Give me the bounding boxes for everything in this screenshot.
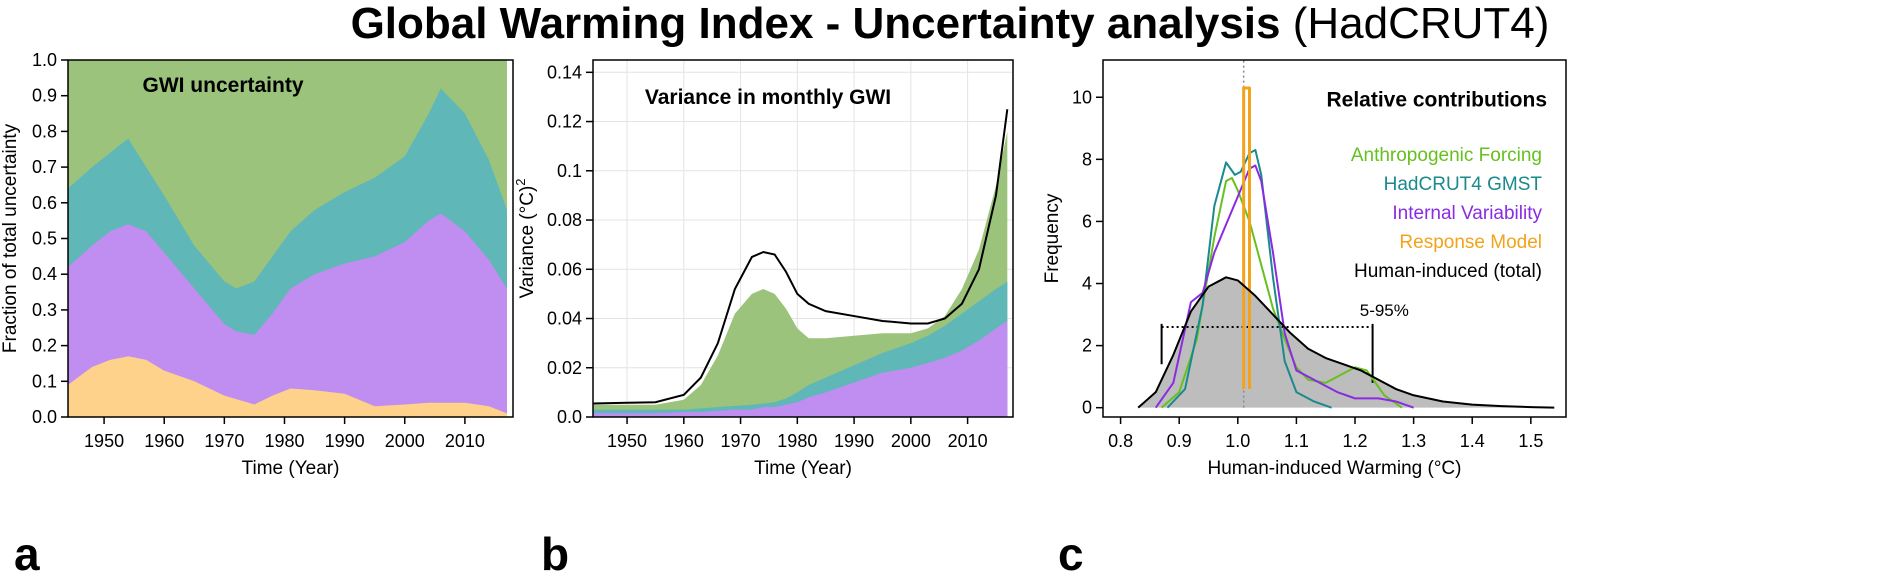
figure-title-source: (HadCRUT4) [1292, 0, 1550, 48]
x-axis-label: Human-induced Warming (°C) [1208, 458, 1462, 479]
y-axis-label-superscript: 2 [513, 178, 528, 185]
panel-b: 0.0 0.02 0.04 0.06 0.08 0.1 0.12 0.14 1950 1960 19… [513, 59, 1014, 577]
y-tick-label: 0.9 [32, 86, 57, 106]
x-tick-label: 1970 [721, 431, 761, 451]
plot-area [593, 60, 1013, 417]
x-tick-label: 1.5 [1518, 431, 1543, 451]
y-tick-label: 0.8 [32, 121, 57, 141]
y-tick-label: 1.0 [32, 50, 57, 70]
legend-entry: Human-induced (total) [1354, 261, 1542, 282]
x-tick-label: 1.3 [1401, 431, 1426, 451]
legend-entry: HadCRUT4 GMST [1384, 174, 1543, 195]
x-tick-label: 1.2 [1342, 431, 1367, 451]
y-tick-label: 0.6 [32, 193, 57, 213]
x-tick-label: 1950 [84, 431, 124, 451]
x-tick-label: 2000 [891, 431, 931, 451]
range-label: 5-95% [1360, 301, 1409, 320]
plot-area [68, 60, 507, 417]
x-tick-label: 1960 [664, 431, 704, 451]
x-tick-label: 1.0 [1225, 431, 1250, 451]
y-tick-label: 0.5 [32, 229, 57, 249]
y-axis-label: Variance (°C)2 [513, 178, 538, 298]
y-tick-label: 0.06 [547, 259, 582, 279]
y-tick-label: 0.0 [557, 407, 582, 427]
x-tick-label: 1980 [777, 431, 817, 451]
y-tick-label: 8 [1082, 149, 1092, 169]
x-tick-label: 0.8 [1108, 431, 1133, 451]
area-series-orange_fill [68, 356, 507, 417]
y-tick-label: 0.3 [32, 300, 57, 320]
x-tick-label: 1990 [325, 431, 365, 451]
x-tick-label: 1950 [607, 431, 647, 451]
y-tick-label: 0.4 [32, 264, 57, 284]
area-series-purple_fill [593, 320, 1008, 417]
y-tick-label: 0.02 [547, 358, 582, 378]
x-axis-label: Time (Year) [754, 458, 852, 479]
area-series-purple_fill [68, 213, 507, 417]
y-axis-label: Fraction of total uncertainty [0, 123, 21, 353]
density-line-internal [1154, 164, 1414, 409]
y-tick-label: 0.2 [32, 336, 57, 356]
plot-frame [592, 59, 1014, 418]
density-line-response [1242, 86, 1252, 390]
figure-title: Global Warming Index - Uncertainty analy… [0, 0, 1900, 52]
total-variance-line [593, 109, 1009, 405]
x-tick-label: 0.9 [1167, 431, 1192, 451]
panel-a: 0.0 0.1 0.2 0.3 0.4 0.5 0.6 0.7 0.8 0.9 1.0 1950 196… [0, 50, 514, 577]
panel-letter: c [1058, 528, 1084, 577]
y-tick-label: 0.04 [547, 309, 582, 329]
y-tick-label: 0.1 [32, 371, 57, 391]
y-tick-label: 0 [1082, 398, 1092, 418]
density-line-total [1137, 276, 1555, 409]
x-tick-label: 1.4 [1460, 431, 1485, 451]
panel-letter: b [541, 528, 569, 577]
figure-title-bold: Global Warming Index - Uncertainty analy… [350, 0, 1281, 48]
plot-frame [1102, 59, 1567, 418]
x-tick-label: 1.1 [1284, 431, 1309, 451]
panel-title: GWI uncertainty [142, 74, 303, 97]
x-tick-label: 2000 [385, 431, 425, 451]
x-tick-label: 1980 [264, 431, 304, 451]
x-tick-label: 1990 [834, 431, 874, 451]
panel-title: Variance in monthly GWI [645, 86, 891, 109]
legend-title: Relative contributions [1326, 89, 1547, 112]
y-tick-label: 4 [1082, 274, 1092, 294]
y-tick-label: 2 [1082, 336, 1092, 356]
y-tick-label: 0.0 [32, 407, 57, 427]
y-tick-label: 0.1 [557, 161, 582, 181]
x-tick-label: 2010 [948, 431, 988, 451]
legend-entry: Response Model [1399, 232, 1542, 253]
y-tick-label: 0.12 [547, 112, 582, 132]
legend-entry: Internal Variability [1392, 203, 1542, 224]
plot-area [1137, 60, 1555, 409]
y-tick-label: 10 [1072, 87, 1092, 107]
y-tick-label: 0.14 [547, 62, 582, 82]
x-axis-label: Time (Year) [242, 458, 340, 479]
y-tick-label: 0.7 [32, 157, 57, 177]
y-axis-label: Frequency [1042, 193, 1063, 283]
x-tick-label: 1960 [144, 431, 184, 451]
x-tick-label: 2010 [445, 431, 485, 451]
x-tick-label: 1970 [204, 431, 244, 451]
panel-c: 5-95% Relative contributions Anthropogenic… [1042, 59, 1567, 577]
y-tick-label: 0.08 [547, 210, 582, 230]
legend-entry: Anthropogenic Forcing [1351, 145, 1542, 166]
panel-letter: a [14, 528, 40, 577]
y-tick-label: 6 [1082, 211, 1092, 231]
